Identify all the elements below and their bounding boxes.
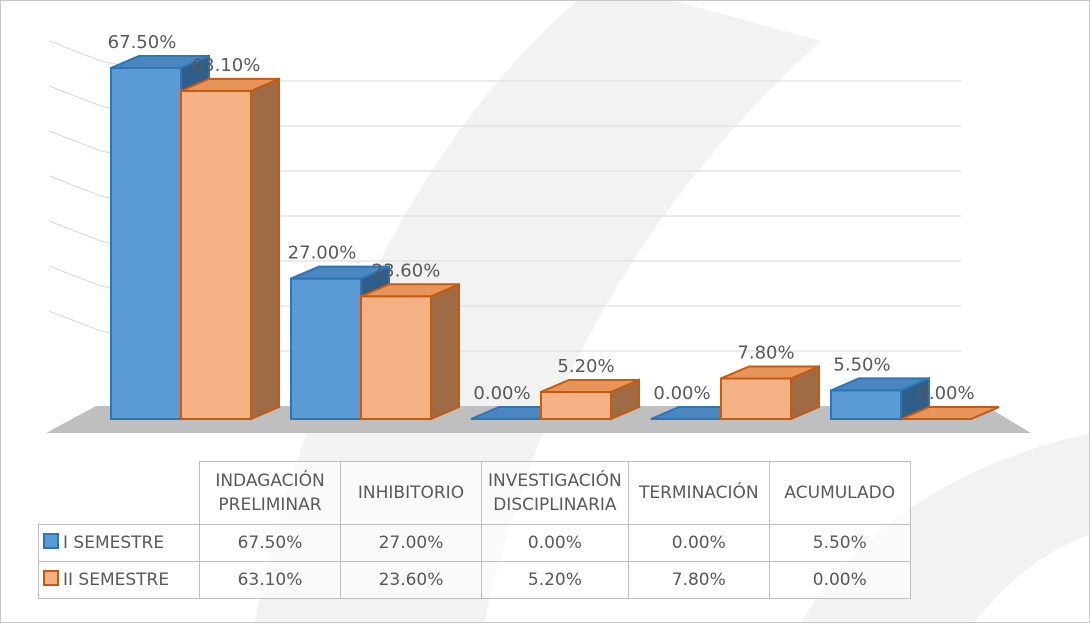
table-value: 7.80% xyxy=(627,561,770,599)
header-row: INDAGACIÓN PRELIMINAR INHIBITORIO INVESTIG… xyxy=(38,461,911,525)
table-value: 0.00% xyxy=(481,524,629,562)
corner xyxy=(38,461,200,525)
legend-swatch xyxy=(43,533,59,549)
bar-top xyxy=(110,55,210,69)
bar-top xyxy=(180,77,280,92)
category-header: INVESTIGACIÓN DISCIPLINARIA xyxy=(481,461,629,525)
bar xyxy=(540,378,640,421)
category-header: INHIBITORIO xyxy=(340,461,482,525)
data-label: 27.00% xyxy=(288,243,357,264)
legend-entry: II SEMESTRE xyxy=(38,561,200,599)
legend-label: I SEMESTRE xyxy=(63,533,165,553)
bar-top xyxy=(540,378,640,393)
data-label: 5.20% xyxy=(557,356,614,377)
bar-front xyxy=(110,67,182,420)
data-table: INDAGACIÓN PRELIMINAR INHIBITORIO INVESTIG… xyxy=(38,461,911,599)
bar-front xyxy=(720,377,792,421)
bar xyxy=(360,282,460,421)
bar xyxy=(830,376,930,421)
series-row: I SEMESTRE 67.50% 27.00% 0.00% 0.00% 5.50% xyxy=(38,524,911,562)
bar-side xyxy=(430,282,460,421)
table-value: 67.50% xyxy=(199,524,341,562)
data-label: 7.80% xyxy=(737,342,794,363)
data-label: 23.60% xyxy=(372,260,441,281)
legend-entry: I SEMESTRE xyxy=(38,524,200,562)
bar-top xyxy=(290,265,390,280)
bar-front xyxy=(540,390,612,420)
data-label: 0.00% xyxy=(653,383,710,404)
data-label: 0.00% xyxy=(917,383,974,404)
data-label: 63.10% xyxy=(192,55,261,76)
legend-swatch xyxy=(43,570,59,586)
bar xyxy=(180,77,280,421)
category-header: ACUMULADO xyxy=(768,461,911,525)
bar xyxy=(900,406,1000,420)
bar-top xyxy=(720,365,820,380)
bar-front xyxy=(290,277,362,420)
table-value: 23.60% xyxy=(340,561,482,599)
bar-front xyxy=(830,389,902,420)
bar-front xyxy=(360,295,432,420)
bar-top xyxy=(900,406,1000,420)
data-label: 5.50% xyxy=(833,354,890,375)
table-value: 5.50% xyxy=(768,524,911,562)
category-header: INDAGACIÓN PRELIMINAR xyxy=(199,461,341,525)
table-value: 5.20% xyxy=(481,561,629,599)
data-label: 0.00% xyxy=(473,383,530,404)
data-label: 67.50% xyxy=(108,32,177,53)
table-value: 0.00% xyxy=(627,524,770,562)
series-row: II SEMESTRE 63.10% 23.60% 5.20% 7.80% 0.00% xyxy=(38,561,911,599)
table-value: 27.00% xyxy=(340,524,482,562)
table-value: 63.10% xyxy=(199,561,341,599)
bar-top xyxy=(360,283,460,298)
bar-side xyxy=(250,77,280,421)
bar-front xyxy=(180,89,252,420)
table-value: 0.00% xyxy=(768,561,911,599)
legend-label: II SEMESTRE xyxy=(63,570,170,590)
bar xyxy=(720,364,820,421)
category-header: TERMINACIÓN xyxy=(627,461,770,525)
bar-top xyxy=(830,377,930,392)
